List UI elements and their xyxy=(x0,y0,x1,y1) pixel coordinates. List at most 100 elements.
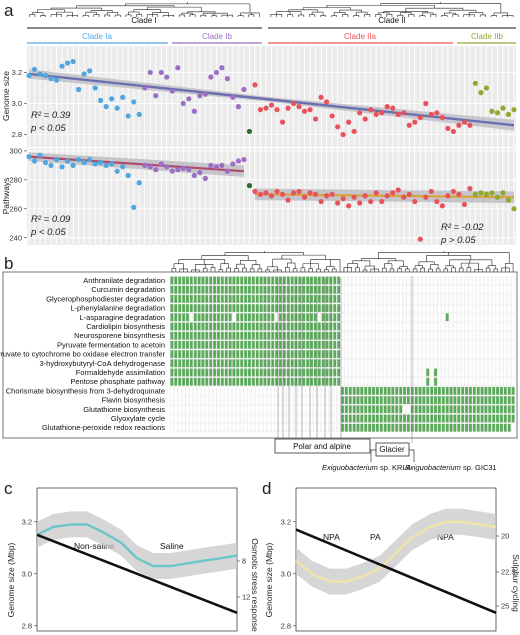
heatmap-cell xyxy=(364,340,368,350)
heatmap-cell xyxy=(178,276,182,285)
heatmap-cell xyxy=(491,349,496,359)
heatmap-cell xyxy=(395,359,399,368)
data-point xyxy=(147,69,153,76)
heatmap-cell xyxy=(480,285,484,294)
heatmap-cell xyxy=(201,377,205,386)
heatmap-cell xyxy=(228,285,232,294)
heatmap-cell xyxy=(495,331,500,340)
clade-iib-label: Clade IIb xyxy=(471,32,504,41)
heatmap-cell xyxy=(228,349,232,359)
heatmap-cell xyxy=(317,322,321,331)
heatmap-cell xyxy=(333,368,337,377)
heatmap-cell xyxy=(259,359,263,368)
heatmap-cell xyxy=(391,331,395,340)
heatmap-cell xyxy=(484,423,488,432)
heatmap-cell xyxy=(453,368,457,377)
data-point xyxy=(53,156,60,163)
pathway-label: L-asparagine degradation xyxy=(80,313,165,322)
gic31-genus: Exiguobacterium xyxy=(405,463,461,472)
heatmap-cell xyxy=(433,331,438,340)
heatmap-cell xyxy=(298,276,302,285)
y-tick-label: 260 xyxy=(9,204,22,213)
heatmap-cell xyxy=(236,340,240,350)
data-point xyxy=(456,191,462,197)
heatmap-cell xyxy=(395,331,399,340)
heatmap-cell xyxy=(507,313,511,322)
heatmap-cell xyxy=(201,331,205,340)
heatmap-cell xyxy=(286,377,290,386)
heatmap-cell xyxy=(387,322,391,331)
heatmap-cell xyxy=(344,349,349,359)
heatmap-cell xyxy=(402,414,407,423)
heatmap-cell xyxy=(247,368,252,377)
heatmap-cell xyxy=(480,359,484,368)
heatmap-cell xyxy=(185,405,190,414)
r2-stat: R² = 0.39 xyxy=(31,110,71,121)
heatmap-cell xyxy=(267,349,271,359)
heatmap-cell xyxy=(383,423,387,432)
data-point xyxy=(357,200,363,206)
heatmap-cell xyxy=(395,294,399,304)
heatmap-cell xyxy=(278,313,283,322)
heatmap-cell xyxy=(197,313,201,322)
heatmap-cell xyxy=(240,423,244,432)
heatmap-cell xyxy=(224,405,228,414)
data-point xyxy=(114,168,120,174)
heatmap-cell xyxy=(426,359,430,368)
data-point xyxy=(76,156,82,163)
heatmap-cell xyxy=(433,414,438,423)
heatmap-cell xyxy=(317,395,321,405)
heatmap-cell xyxy=(220,331,225,340)
heatmap-cell xyxy=(391,368,395,377)
heatmap-cell xyxy=(282,395,287,405)
heatmap-cell xyxy=(468,414,473,423)
heatmap-cell xyxy=(290,414,294,423)
heatmap-cell xyxy=(259,303,263,313)
heatmap-cell xyxy=(259,322,263,331)
heatmap-cell xyxy=(383,359,387,368)
heatmap-cell xyxy=(464,395,469,405)
heatmap-cell xyxy=(181,322,186,331)
heatmap-cell xyxy=(317,313,321,322)
heatmap-cell xyxy=(313,395,318,405)
heatmap-cell xyxy=(243,303,248,313)
heatmap-cell xyxy=(484,368,488,377)
heatmap-cell xyxy=(274,340,279,350)
heatmap-cell xyxy=(398,349,403,359)
heatmap-cell xyxy=(181,276,186,285)
heatmap-cell xyxy=(441,322,445,331)
heatmap-cell xyxy=(364,294,368,304)
heatmap-cell xyxy=(499,395,504,405)
group-label-npa-2: NPA xyxy=(437,532,454,542)
heatmap-cell xyxy=(402,377,407,386)
heatmap-cell xyxy=(247,285,252,294)
heatmap-cell xyxy=(298,331,302,340)
heatmap-cell xyxy=(240,414,244,423)
heatmap-cell xyxy=(352,340,356,350)
heatmap-cell xyxy=(313,423,318,432)
heatmap-cell xyxy=(209,322,213,331)
data-point xyxy=(125,172,131,179)
heatmap-cell xyxy=(468,340,473,350)
heatmap-cell xyxy=(406,377,411,386)
data-point xyxy=(257,107,264,113)
heatmap-cell xyxy=(274,285,279,294)
data-point xyxy=(213,69,219,76)
heatmap-cell xyxy=(429,276,434,285)
heatmap-cell xyxy=(460,377,465,386)
data-point xyxy=(324,99,330,105)
heatmap-cell xyxy=(240,359,244,368)
heatmap-cell xyxy=(410,359,414,368)
heatmap-cell xyxy=(340,349,345,359)
heatmap-cell xyxy=(356,285,360,294)
heatmap-cell xyxy=(216,386,221,396)
data-point xyxy=(241,156,247,163)
heatmap-cell xyxy=(391,303,395,313)
heatmap-cell xyxy=(305,285,310,294)
heatmap-cell xyxy=(185,285,190,294)
heatmap-cell xyxy=(464,331,469,340)
heatmap-cell xyxy=(367,331,372,340)
heatmap-cell xyxy=(313,405,318,414)
